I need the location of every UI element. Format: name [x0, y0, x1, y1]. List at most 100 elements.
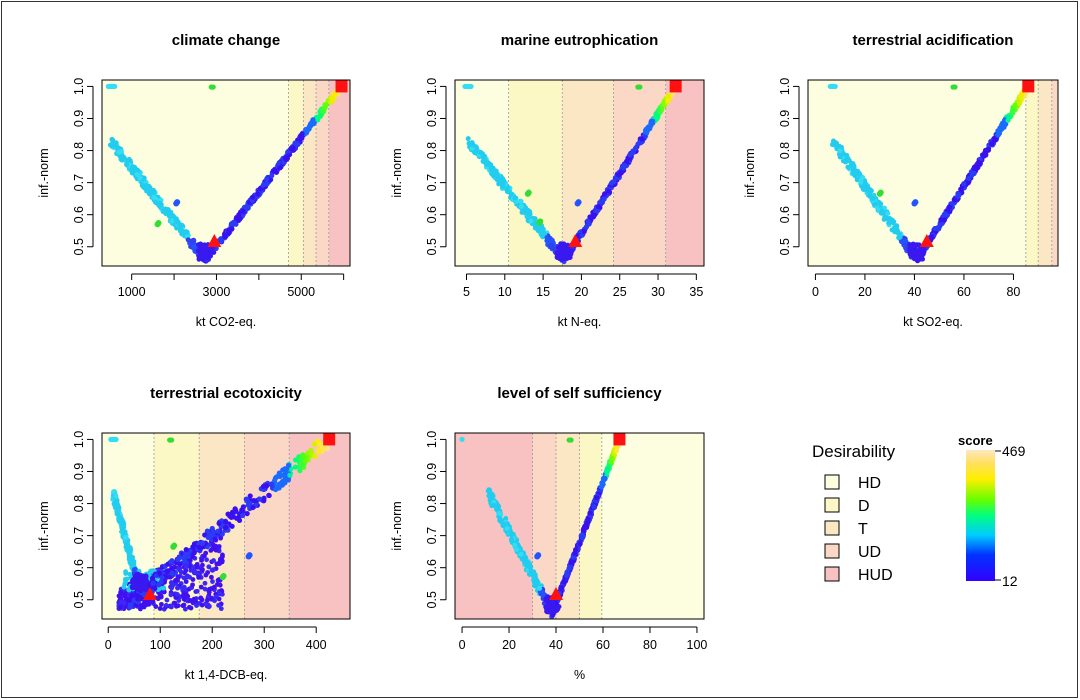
data-point [521, 209, 527, 215]
data-point [518, 203, 524, 209]
data-point [124, 542, 130, 548]
data-point [215, 528, 221, 534]
data-point [153, 604, 159, 609]
data-point [579, 535, 586, 541]
data-point [176, 598, 182, 603]
y-tick-label: 0.9 [778, 110, 792, 127]
data-point [168, 604, 174, 609]
data-point [204, 557, 209, 563]
colorbar-min-label: 12 [1002, 573, 1018, 589]
data-point [991, 135, 998, 141]
selected-triangle-marker [207, 233, 222, 247]
data-point [832, 83, 838, 90]
data-point [544, 235, 550, 241]
data-point [239, 507, 245, 513]
x-tick-label: 20 [858, 285, 872, 299]
data-point [873, 201, 879, 207]
data-point [157, 606, 163, 611]
band-3 [579, 433, 602, 619]
data-point [559, 251, 565, 257]
data-point [568, 437, 574, 443]
band-1 [288, 80, 304, 266]
panel-4: terrestrial ecotoxicity 0 100 200 300 400 kt 1… [37, 385, 351, 682]
data-point [533, 575, 539, 581]
data-point [191, 565, 196, 571]
data-point [577, 541, 583, 547]
best-square-marker [323, 433, 336, 446]
selected-triangle-marker [142, 586, 157, 600]
data-point [129, 558, 135, 564]
data-point [548, 242, 554, 248]
data-point [222, 519, 229, 525]
x-tick-label: 60 [596, 638, 610, 652]
y-tick-label: 0.8 [425, 142, 439, 159]
legend-label-ud: UD [858, 544, 881, 561]
data-point [537, 585, 543, 591]
data-point [587, 214, 593, 220]
data-point [558, 241, 564, 247]
data-point [601, 196, 607, 202]
band-2 [1038, 80, 1052, 266]
data-point [209, 567, 215, 573]
data-point [912, 199, 919, 206]
data-point [179, 231, 185, 237]
plot-box [454, 432, 705, 620]
data-point [194, 564, 200, 570]
data-point [217, 591, 223, 597]
data-point [845, 156, 851, 162]
plot-box [101, 432, 351, 620]
data-point [135, 596, 141, 602]
data-point [139, 182, 145, 188]
data-point [545, 594, 551, 600]
y-tick-label: 0.6 [778, 206, 792, 223]
data-point [564, 569, 570, 575]
data-point [853, 171, 859, 177]
data-point [593, 495, 600, 501]
data-point [122, 581, 128, 587]
y-tick-label: 0.7 [72, 527, 86, 544]
data-point [276, 481, 282, 487]
data-point [591, 212, 598, 218]
data-point [465, 136, 471, 142]
y-tick-label: 0.9 [72, 110, 86, 127]
y-tick-label: 1.0 [425, 431, 439, 448]
band-3 [244, 433, 290, 619]
y-tick-label: 0.8 [72, 142, 86, 159]
data-point [639, 136, 645, 142]
y-tick-label: 0.6 [425, 559, 439, 576]
data-point [532, 225, 538, 231]
data-point [177, 565, 183, 571]
data-point [123, 569, 129, 575]
data-point [202, 586, 208, 592]
data-point [1016, 100, 1022, 106]
data-point [199, 557, 204, 563]
data-point [550, 608, 556, 614]
data-point [961, 181, 967, 187]
data-point [233, 508, 239, 514]
data-point [981, 153, 987, 159]
x-tick-label: 20 [574, 285, 588, 299]
legend-swatch-hud [824, 566, 840, 582]
legend-swatch-ud [824, 543, 840, 559]
data-point [496, 503, 502, 509]
x-tick-label: 100 [150, 638, 171, 652]
data-point [282, 472, 288, 479]
data-point [184, 229, 190, 235]
data-points [462, 81, 679, 265]
best-square-marker [669, 80, 682, 93]
y-tick-label: 1.0 [72, 431, 86, 448]
data-point [255, 191, 261, 197]
data-point [468, 83, 474, 90]
data-points [108, 433, 332, 612]
data-point [273, 169, 280, 175]
x-tick-label: 5000 [287, 285, 315, 299]
data-point [183, 546, 189, 553]
data-point [489, 167, 495, 173]
data-point [205, 534, 211, 541]
data-point [329, 98, 335, 104]
data-point [250, 504, 256, 511]
data-point [266, 492, 272, 498]
data-point [996, 130, 1002, 136]
data-point [185, 554, 191, 560]
data-point [210, 84, 216, 90]
